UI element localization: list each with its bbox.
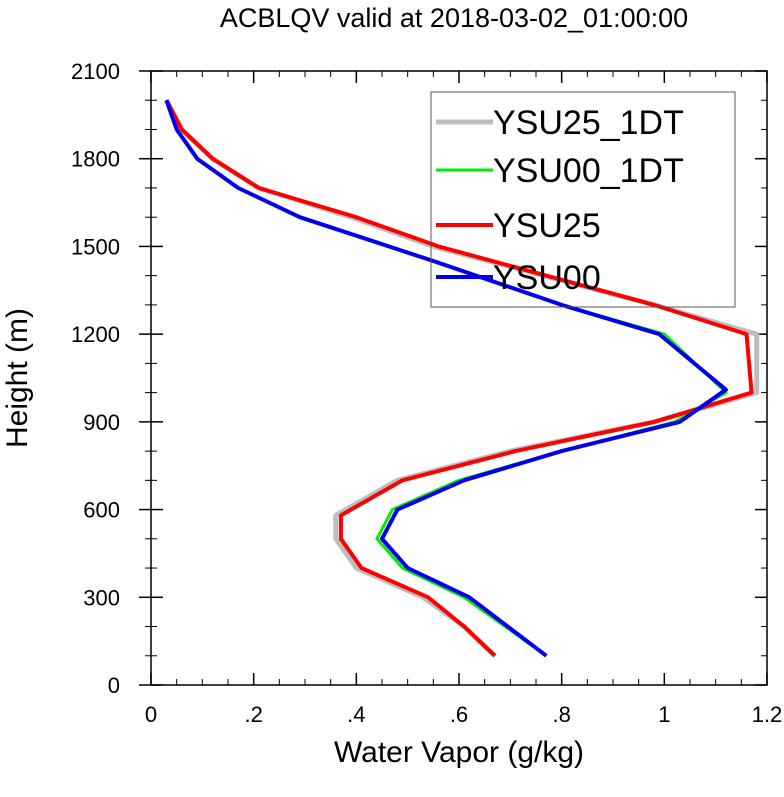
x-tick-label: .8: [552, 702, 570, 727]
x-axis: 0 .2 .4 .6 .8 1 1.2: [145, 71, 782, 727]
x-tick-label: 1: [658, 702, 670, 727]
series-line-ysu00: [164, 99, 728, 658]
x-tick-label: 1.2: [752, 702, 783, 727]
legend-label-ysu00-1dt: YSU00_1DT: [493, 152, 684, 190]
x-tick-label: .2: [244, 702, 262, 727]
x-tick-label: .4: [347, 702, 365, 727]
y-tick-label: 300: [83, 585, 120, 610]
legend-label-ysu00: YSU00: [493, 259, 601, 297]
series-layer: [164, 99, 760, 658]
x-axis-title: Water Vapor (g/kg): [334, 736, 584, 769]
y-tick-label: 2100: [71, 59, 120, 84]
y-tick-label: 900: [83, 410, 120, 435]
y-axis: 0 300 600 900 1200 1500 1800 2100: [71, 59, 767, 698]
y-tick-label: 1800: [71, 147, 120, 172]
legend-box: [430, 91, 736, 308]
x-tick-label: 0: [145, 702, 157, 727]
legend-label-ysu25-1dt: YSU25_1DT: [493, 104, 684, 142]
chart-title: ACBLQV valid at 2018-03-02_01:00:00: [220, 3, 688, 33]
y-axis-title: Height (m): [1, 308, 34, 448]
y-tick-label: 1200: [71, 322, 120, 347]
y-tick-label: 0: [108, 673, 120, 698]
y-tick-label: 1500: [71, 234, 120, 259]
y-tick-label: 600: [83, 498, 120, 523]
legend: YSU25_1DT YSU00_1DT YSU25 YSU00: [430, 91, 736, 308]
legend-label-ysu25: YSU25: [493, 207, 601, 245]
x-tick-label: .6: [450, 702, 468, 727]
